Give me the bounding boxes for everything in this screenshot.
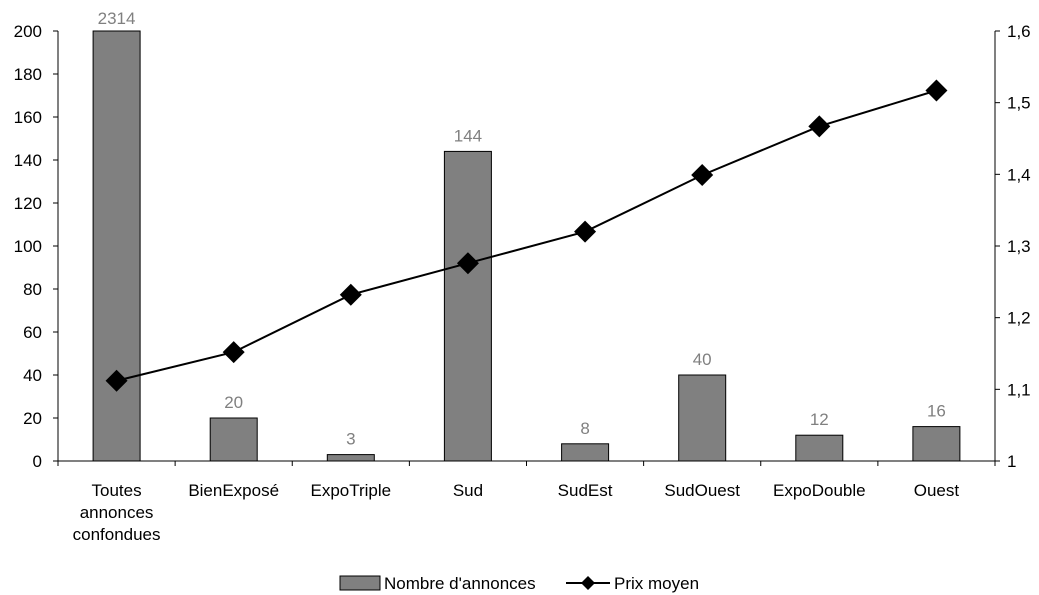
- y2-tick-label: 1,2: [1007, 309, 1031, 328]
- bar-0: [92, 30, 141, 462]
- legend-bar-label: Nombre d'annonces: [384, 574, 536, 593]
- bar-data-label: 12: [810, 410, 829, 429]
- y-tick-label: 160: [14, 108, 42, 127]
- legend-line-label: Prix moyen: [614, 574, 699, 593]
- labels-layer: 2314 20 3 144 8 40 12 16: [98, 9, 946, 449]
- line-layer: [105, 79, 948, 392]
- x-category-label: SudEst: [558, 481, 613, 500]
- line-point-3: [456, 252, 479, 275]
- x-category-label: SudOuest: [664, 481, 740, 500]
- y-tick-label: 80: [23, 280, 42, 299]
- bar-2: [326, 454, 375, 462]
- bar-6: [795, 434, 844, 462]
- bar-data-label: 16: [927, 402, 946, 421]
- y-tick-label: 20: [23, 409, 42, 428]
- bar-7: [912, 426, 961, 462]
- legend: Nombre d'annonces Prix moyen: [339, 574, 699, 593]
- bar-1: [209, 417, 258, 462]
- line-point-5: [691, 164, 714, 187]
- bar-data-label: 144: [454, 126, 482, 145]
- x-category-label: Toutes annonces confondues: [73, 481, 161, 544]
- x-category-label: Ouest: [914, 481, 960, 500]
- x-category-label: BienExposé: [188, 481, 279, 500]
- line-point-7: [925, 79, 948, 102]
- line-point-1: [222, 341, 245, 364]
- line-point-0: [105, 369, 128, 392]
- y2-tick-label: 1,6: [1007, 22, 1031, 41]
- y2-tick-label: 1: [1007, 452, 1016, 471]
- legend-diamond-marker: [581, 576, 595, 590]
- line-point-6: [808, 115, 831, 138]
- y-tick-label: 40: [23, 366, 42, 385]
- line-prix-moyen: [116, 89, 937, 382]
- y-tick-label: 120: [14, 194, 42, 213]
- y2-tick-label: 1,4: [1007, 165, 1031, 184]
- y-tick-label: 140: [14, 151, 42, 170]
- bar-4: [561, 443, 610, 462]
- y2-tick-label: 1,3: [1007, 237, 1031, 256]
- bar-3: [443, 150, 492, 462]
- y-tick-label: 200: [14, 22, 42, 41]
- y-tick-label: 60: [23, 323, 42, 342]
- x-category-label: ExpoTriple: [310, 481, 391, 500]
- y-tick-label: 0: [33, 452, 42, 471]
- x-category-label: ExpoDouble: [773, 481, 866, 500]
- legend-bar-swatch: [339, 575, 381, 591]
- line-point-4: [574, 220, 597, 243]
- bar-data-label: 3: [346, 430, 355, 449]
- line-point-2: [339, 283, 362, 306]
- x-category-label: Sud: [453, 481, 483, 500]
- y-tick-label: 100: [14, 237, 42, 256]
- y2-tick-label: 1,1: [1007, 380, 1031, 399]
- y2-tick-label: 1,5: [1007, 94, 1031, 113]
- y-tick-label: 180: [14, 65, 42, 84]
- bars-layer: [92, 30, 961, 462]
- bar-5: [678, 374, 727, 462]
- bar-data-label: 40: [693, 350, 712, 369]
- axes-layer: 0 20 40 60 80 100 120 140 160 180 200 1 1,1 1,2 1,3 1,4…: [14, 22, 1031, 544]
- bar-data-label: 2314: [98, 9, 136, 28]
- bar-data-label: 8: [580, 419, 589, 438]
- bar-data-label: 20: [224, 393, 243, 412]
